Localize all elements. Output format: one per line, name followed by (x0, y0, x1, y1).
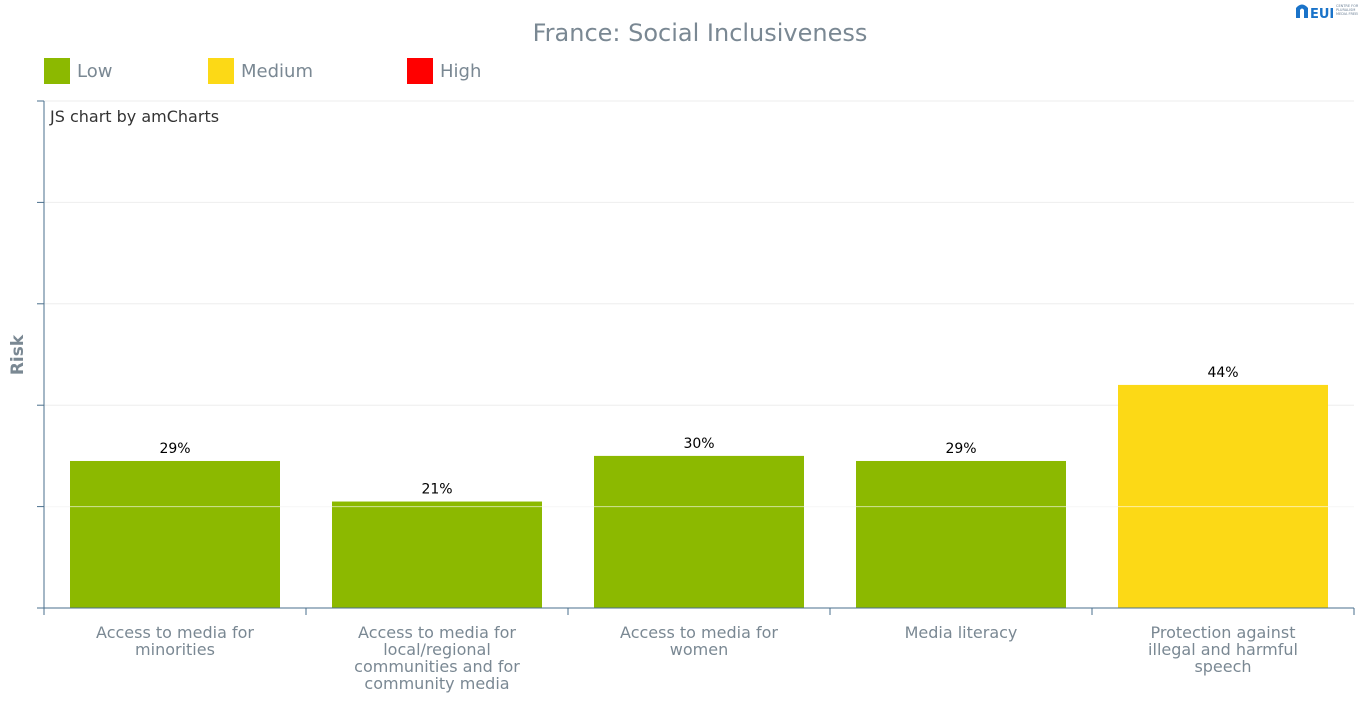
x-tick-label: illegal and harmful (1148, 640, 1298, 659)
bar[interactable] (856, 460, 1066, 608)
labels: 29%Access to media forminorities21%Acces… (96, 365, 1298, 693)
bar-value-label: 21% (421, 482, 452, 498)
legend-item-medium[interactable]: Medium (208, 58, 313, 84)
logo-arch-icon (1296, 4, 1308, 18)
legend-swatch (208, 58, 234, 84)
bar[interactable] (1118, 384, 1328, 608)
x-tick-label: local/regional (383, 640, 491, 659)
bar[interactable] (594, 455, 804, 608)
bar[interactable] (70, 460, 280, 608)
x-tick-label: women (670, 640, 728, 659)
bar-value-label: 30% (683, 436, 714, 452)
chart-title: France: Social Inclusiveness (533, 19, 868, 47)
logo-subtext: CENTRE FOR (1336, 4, 1358, 8)
x-tick-label: Protection against (1151, 623, 1296, 642)
legend-label: Medium (241, 61, 313, 82)
x-tick-label: Access to media for (96, 623, 254, 642)
bars (44, 384, 1354, 608)
legend-item-low[interactable]: Low (44, 58, 112, 84)
amcharts-credit[interactable]: JS chart by amCharts (49, 107, 219, 126)
x-tick-label: Access to media for (620, 623, 778, 642)
x-tick-label: minorities (135, 640, 215, 659)
axes (37, 100, 1355, 615)
logo-text: EUI (1310, 7, 1334, 22)
logo-subtext: MEDIA FREEDOM (1336, 12, 1358, 16)
legend-swatch (407, 58, 433, 84)
y-axis-title: Risk (8, 334, 28, 375)
legend-swatch (44, 58, 70, 84)
x-tick-label: community media (364, 674, 509, 693)
legend-label: Low (77, 61, 112, 82)
x-tick-label: Access to media for (358, 623, 516, 642)
logo-subtext: PLURALISM (1336, 8, 1355, 12)
legend-item-high[interactable]: High (407, 58, 481, 84)
legend-label: High (440, 61, 481, 82)
x-tick-label: communities and for (354, 657, 520, 676)
x-tick-label: speech (1194, 657, 1251, 676)
bar[interactable] (332, 501, 542, 608)
legend: Low Medium High (44, 58, 481, 84)
x-tick-label: Media literacy (905, 623, 1018, 642)
bar-value-label: 29% (945, 441, 976, 457)
bar-value-label: 29% (159, 441, 190, 457)
bar-value-label: 44% (1207, 365, 1238, 381)
